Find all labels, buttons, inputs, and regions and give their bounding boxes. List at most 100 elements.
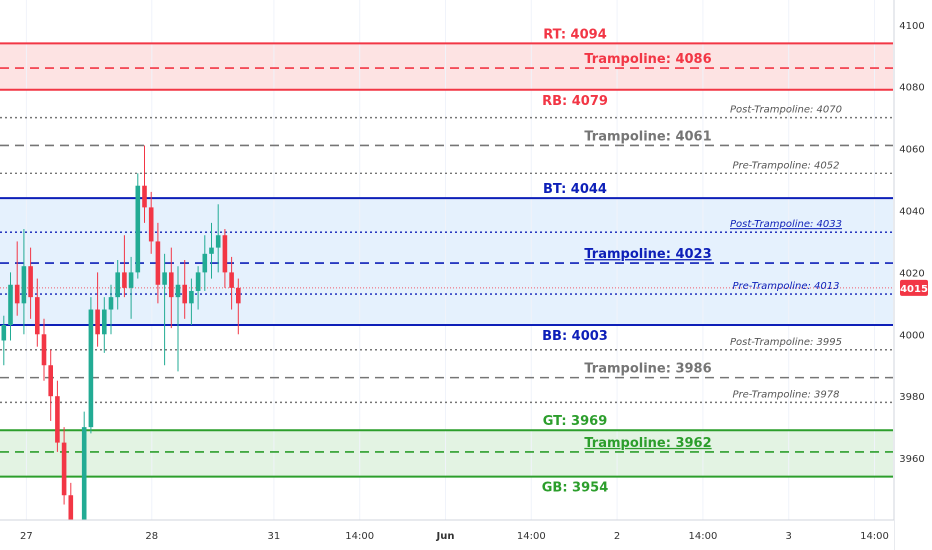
y-tick-label: 4060 [899,145,924,156]
x-tick-label: 14:00 [860,531,889,542]
candle-body [81,427,87,520]
candle-body [8,284,13,325]
y-tick-label: 4000 [899,330,924,341]
y-tick-label: 4040 [899,206,924,217]
y-tick-label: 4020 [899,268,924,279]
level-label-4079: RB: 4079 [542,94,608,109]
candle-body [169,272,174,298]
x-tick-label: Jun [436,531,455,542]
candle-body [48,365,53,397]
level-label-4033: Post-Trampoline: 4033 [730,219,842,230]
level-label-3962: Trampoline: 3962 [584,436,711,451]
zone-band-0 [0,43,893,90]
level-label-4061: Trampoline: 4061 [584,129,711,144]
candle-body [122,272,127,288]
candle-8 [55,380,60,452]
candle-body [108,297,114,310]
candle-body [135,185,141,273]
candle-body [148,207,154,242]
candle-21 [142,145,147,223]
candle-32 [215,204,221,273]
x-tick-label: 28 [145,531,158,542]
candle-2 [14,241,20,316]
x-tick-label: 3 [786,531,792,542]
candle-3 [21,229,27,335]
x-tick-label: 2 [614,531,620,542]
candle-body [55,396,60,443]
x-tick-label: 14:00 [517,531,546,542]
candle-body [35,297,40,335]
candle-27 [182,260,187,319]
y-tick-label: 4100 [899,21,924,32]
candle-35 [236,278,241,335]
candle-16 [108,284,114,335]
level-label-4003: BB: 4003 [542,329,608,344]
candle-17 [115,260,120,310]
level-label-4044: BT: 4044 [543,182,607,197]
candle-25 [169,247,174,329]
candle-body [61,442,67,496]
x-tick-label: 31 [268,531,281,542]
candle-18 [122,235,127,298]
candle-1 [8,272,13,341]
x-tick-label: 27 [20,531,33,542]
y-tick-label: 4080 [899,83,924,94]
candle-14 [95,272,100,347]
candle-body [229,272,234,288]
candle-body [88,309,94,428]
candle-4 [28,247,33,319]
zone-band-2 [0,430,893,477]
level-label-4052: Pre-Trampoline: 4052 [733,160,840,171]
candle-20 [135,173,141,279]
candle-24 [162,253,167,366]
grid-layer [25,0,875,520]
candle-34 [229,256,234,310]
candle-body [202,253,208,273]
candle-23 [155,222,161,304]
candle-30 [202,235,208,291]
candle-body [115,272,120,298]
x-axis-background [0,520,894,550]
level-label-4013: Pre-Trampoline: 4013 [733,281,840,292]
level-labels-layer: RT: 4094 Trampoline: 4086 RB: 4079 Post-Tra… [542,27,842,495]
candle-body [1,325,7,341]
level-label-4094: RT: 4094 [543,27,607,42]
candle-19 [128,256,134,319]
y-tick-label: 3980 [899,392,924,403]
level-label-4023: Trampoline: 4023 [584,247,711,262]
candle-body [182,284,187,304]
candle-body [14,284,20,304]
zones-layer [0,43,893,477]
last-price-value: 4015 [900,284,928,295]
levels-layer [0,42,893,478]
candle-5 [35,278,40,347]
candle-body [155,241,161,285]
candle-body [95,309,100,335]
candle-26 [175,266,181,372]
candle-body [195,272,201,291]
candle-body [209,247,214,254]
candle-body [175,284,181,298]
level-label-3995: Post-Trampoline: 3995 [730,337,842,348]
candle-0 [1,315,7,366]
candle-10 [68,482,74,520]
candle-body [215,235,221,248]
candle-body [102,309,107,335]
candle-22 [148,191,154,254]
candle-body [222,235,228,273]
level-label-3978: Pre-Trampoline: 3978 [733,389,840,400]
level-label-3986: Trampoline: 3986 [584,362,711,377]
candle-33 [222,229,228,288]
candle-body [236,287,241,304]
candle-body [189,290,194,304]
candle-body [128,272,134,288]
candle-body [21,266,27,304]
level-label-3954: GB: 3954 [542,481,609,496]
x-tick-label: 14:00 [688,531,717,542]
candle-13 [88,297,94,434]
candle-6 [41,318,47,381]
last-price-badge: 4015 [900,279,928,296]
